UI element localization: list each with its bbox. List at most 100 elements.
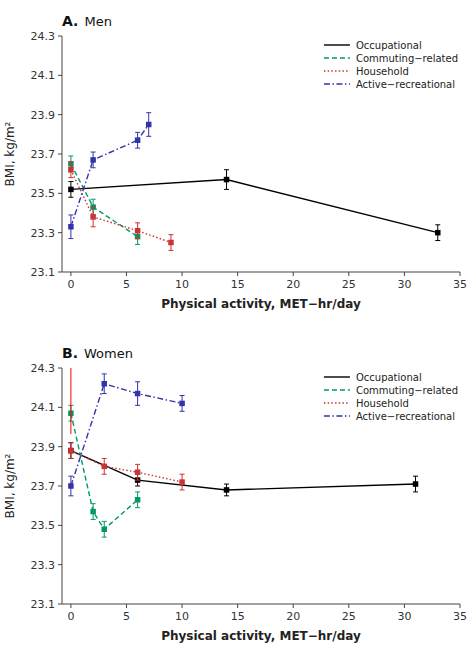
- error-bar-cap: [135, 480, 140, 481]
- error-bar: [102, 521, 107, 537]
- error-bar-cap: [68, 155, 73, 156]
- data-point: [168, 240, 174, 246]
- x-tick: [126, 272, 127, 276]
- error-bar-cap: [180, 411, 185, 412]
- error-bar: [68, 215, 73, 239]
- error-bar-cap: [135, 132, 140, 133]
- panel-label: B.: [62, 345, 78, 361]
- error-bar-cap: [146, 136, 151, 137]
- plot-area: [68, 374, 418, 537]
- error-bar-cap: [135, 464, 140, 465]
- error-bar-cap: [102, 537, 107, 538]
- error-bar: [413, 476, 418, 492]
- error-bar-cap: [435, 240, 440, 241]
- y-tick: [58, 36, 62, 37]
- x-axis-label: Physical activity, MET−hr/day: [161, 629, 361, 643]
- error-bar: [68, 182, 73, 198]
- error-bar-cap: [68, 214, 73, 215]
- x-tick: [293, 604, 294, 608]
- error-bar-cap: [91, 226, 96, 227]
- error-bar-cap: [135, 222, 140, 223]
- error-bar: [135, 492, 140, 508]
- data-point: [68, 483, 74, 489]
- error-bar: [91, 207, 96, 227]
- data-point: [413, 481, 419, 487]
- y-tick-label: 23.7: [31, 480, 56, 493]
- error-bar-cap: [435, 224, 440, 225]
- error-bar-cap: [168, 234, 173, 235]
- x-tick-label: 5: [123, 278, 130, 291]
- error-bar: [68, 443, 73, 459]
- data-point: [101, 527, 107, 533]
- y-tick-label: 23.3: [31, 227, 56, 240]
- legend-swatch: [324, 402, 350, 403]
- error-bar-cap: [135, 244, 140, 245]
- legend-swatch: [324, 70, 350, 71]
- y-tick: [58, 604, 62, 605]
- legend-label: Active−recreational: [356, 79, 455, 90]
- series-line: [71, 170, 171, 243]
- error-bar-cap: [68, 476, 73, 477]
- x-tick: [404, 272, 405, 276]
- error-bar-cap: [102, 458, 107, 459]
- data-point: [101, 381, 107, 387]
- y-tick: [58, 75, 62, 76]
- title: Women: [84, 346, 133, 361]
- legend-label: Occupational: [356, 372, 422, 383]
- error-bar-cap: [68, 442, 73, 443]
- legend-label: Active−recreational: [356, 411, 455, 422]
- x-tick-label: 10: [175, 278, 189, 291]
- data-point: [135, 469, 141, 475]
- error-bar: [135, 132, 140, 148]
- series-line: [71, 451, 182, 482]
- error-bar-cap: [180, 395, 185, 396]
- legend: OccupationalCommuting−relatedHouseholdAc…: [324, 40, 458, 90]
- series-line: [71, 451, 416, 490]
- error-bar-cap: [68, 495, 73, 496]
- y-tick-label: 24.1: [31, 69, 56, 82]
- error-bar-cap: [135, 405, 140, 406]
- error-bar-cap: [224, 189, 229, 190]
- legend-label: Household: [356, 66, 409, 77]
- y-tick: [58, 525, 62, 526]
- x-tick: [126, 604, 127, 608]
- data-point: [90, 157, 96, 163]
- error-bar: [135, 464, 140, 480]
- data-point: [179, 479, 185, 485]
- error-bar-cap: [68, 197, 73, 198]
- error-bar-cap: [91, 207, 96, 208]
- legend-label: Household: [356, 398, 409, 409]
- y-tick-label: 23.7: [31, 148, 56, 161]
- error-bar: [168, 235, 173, 251]
- error-bar-cap: [91, 519, 96, 520]
- data-point: [68, 187, 74, 193]
- y-tick: [58, 407, 62, 408]
- y-tick: [58, 272, 62, 273]
- error-bar-cap: [68, 181, 73, 182]
- y-tick-label: 23.3: [31, 559, 56, 572]
- error-bar-cap: [180, 489, 185, 490]
- y-tick-label: 23.1: [31, 266, 56, 279]
- y-axis-label: BMI, kg/m²: [3, 121, 17, 186]
- error-bar-cap: [135, 507, 140, 508]
- x-tick-label: 20: [286, 278, 300, 291]
- error-bar: [146, 113, 151, 137]
- x-tick-label: 35: [453, 610, 467, 623]
- x-tick-label: 35: [453, 278, 467, 291]
- error-bar-cap: [68, 442, 73, 443]
- error-bar-cap: [135, 486, 140, 487]
- error-bar: [224, 484, 229, 496]
- error-bar-cap: [135, 238, 140, 239]
- y-tick: [58, 564, 62, 565]
- error-bar-cap: [146, 112, 151, 113]
- x-tick: [182, 272, 183, 276]
- legend-swatch: [324, 376, 350, 377]
- x-tick-label: 5: [123, 610, 130, 623]
- y-tick-label: 23.9: [31, 109, 56, 122]
- data-point: [135, 391, 141, 397]
- error-bar: [68, 162, 73, 178]
- y-tick-label: 23.1: [31, 598, 56, 611]
- error-bar-cap: [224, 169, 229, 170]
- data-point: [90, 509, 96, 514]
- x-tick-label: 30: [397, 610, 411, 623]
